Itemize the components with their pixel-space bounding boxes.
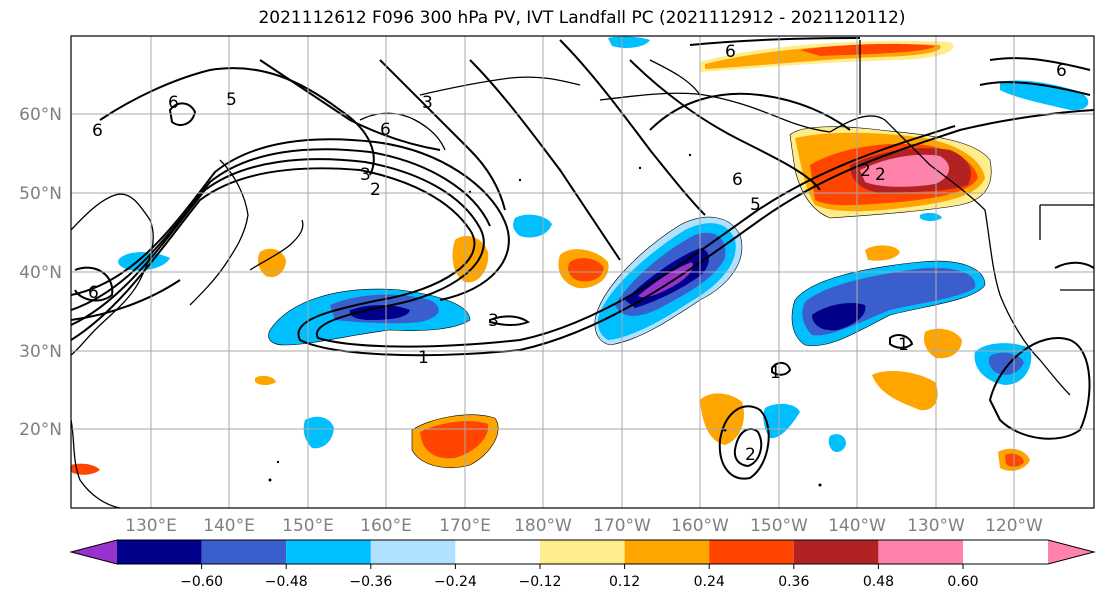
lat-label: 30°N <box>19 342 62 362</box>
negative-anomaly-region <box>638 262 693 298</box>
lon-label: 160°E <box>360 516 412 536</box>
positive-anomaly-region <box>255 375 276 385</box>
colorbar-tick-label: 0.48 <box>863 574 894 590</box>
map-frame <box>70 35 1095 509</box>
lon-label: 140°W <box>828 516 886 536</box>
negative-anomaly-region <box>303 416 334 449</box>
contour-label: 1 <box>898 335 909 355</box>
colorbar-extend-high <box>1048 540 1094 564</box>
colorbar-segment <box>793 540 879 564</box>
contour-label: 6 <box>380 120 391 140</box>
lon-label: 150°E <box>282 516 334 536</box>
shaded-anomalies <box>71 36 1089 475</box>
lon-label: 140°E <box>203 516 255 536</box>
positive-anomaly-region <box>420 421 489 459</box>
map-content: 6 5 6 3 2 3 6 5 3 1 6 6 6 2 2 1 1 2 6 <box>71 36 1094 508</box>
positive-anomaly-region <box>71 463 100 475</box>
positive-anomaly-region <box>452 236 489 283</box>
colorbar-segment <box>117 540 202 564</box>
lat-label: 40°N <box>19 263 62 283</box>
colorbar-segment <box>370 540 456 564</box>
lon-label: 180°W <box>514 516 572 536</box>
colorbar-tick-label: 0.12 <box>609 574 640 590</box>
contour-label: 6 <box>725 42 736 62</box>
colorbar-outline <box>69 539 1096 565</box>
colorbar-tick-label: −0.60 <box>180 574 223 590</box>
contour-label: 2 <box>745 445 756 465</box>
contour-label: 2 <box>875 165 886 185</box>
negative-anomaly-region <box>349 305 410 320</box>
map-title: 2021112612 F096 300 hPa PV, IVT Landfall… <box>258 8 906 28</box>
lon-label: 120°W <box>985 516 1043 536</box>
colorbar: −0.60 −0.48 −0.36 −0.24 −0.12 0.12 0.24 … <box>69 539 1096 590</box>
colorbar-tick-label: −0.48 <box>265 574 308 590</box>
contour-label: 3 <box>422 93 433 113</box>
colorbar-segment <box>540 540 625 564</box>
gridlines <box>71 36 1094 508</box>
pv-contours <box>71 37 1094 480</box>
negative-anomaly-region <box>1000 80 1089 111</box>
positive-anomaly-region <box>865 245 900 261</box>
contour-label: 3 <box>360 165 371 185</box>
contour-label: 1 <box>418 348 429 368</box>
colorbar-tick-label: −0.24 <box>434 574 477 590</box>
colorbar-tick-label: 0.36 <box>778 574 809 590</box>
positive-anomaly-region <box>568 258 604 282</box>
positive-anomaly-region <box>800 43 935 56</box>
contour-label: 5 <box>750 195 761 215</box>
negative-anomaly-region <box>608 36 650 48</box>
lat-label: 20°N <box>19 420 62 440</box>
positive-anomaly-region <box>258 248 286 278</box>
longitude-labels: 130°E 140°E 150°E 160°E 170°E 180°W 170°… <box>125 516 1043 536</box>
lon-label: 130°W <box>907 516 965 536</box>
colorbar-extend-low <box>71 540 117 564</box>
lat-label: 60°N <box>19 105 62 125</box>
colorbar-ticks <box>201 564 964 569</box>
lon-label: 150°W <box>750 516 808 536</box>
negative-anomaly-region <box>513 214 552 238</box>
colorbar-segment <box>624 540 710 564</box>
positive-anomaly-region <box>872 370 938 411</box>
positive-anomaly-region <box>860 154 950 187</box>
contour-label: 2 <box>860 161 871 181</box>
colorbar-tick-label: 0.60 <box>947 574 978 590</box>
lon-label: 170°W <box>593 516 651 536</box>
positive-anomaly-region <box>700 393 745 445</box>
negative-anomaly-region <box>763 403 800 439</box>
lon-label: 170°E <box>439 516 491 536</box>
contour-label: 1 <box>770 363 781 383</box>
colorbar-tick-label: −0.12 <box>519 574 562 590</box>
colorbar-segment <box>286 540 371 564</box>
colorbar-segment <box>878 540 963 564</box>
colorbar-tick-label: −0.36 <box>349 574 392 590</box>
lat-label: 50°N <box>19 184 62 204</box>
colorbar-tick-label: 0.24 <box>694 574 725 590</box>
contour-labels: 6 5 6 3 2 3 6 5 3 1 6 6 6 2 2 1 1 2 6 <box>88 42 1067 465</box>
contour-label: 3 <box>488 311 499 331</box>
latitude-labels: 60°N 50°N 40°N 30°N 20°N <box>19 105 62 440</box>
contour-label: 6 <box>1056 61 1067 81</box>
contour-label: 6 <box>168 93 179 113</box>
contour-label: 6 <box>92 121 103 141</box>
colorbar-segment <box>455 540 540 564</box>
lon-label: 160°W <box>671 516 729 536</box>
shading-outlines <box>268 126 992 468</box>
contour-label: 6 <box>88 283 99 303</box>
contour-label: 5 <box>226 90 237 110</box>
contour-label: 6 <box>732 170 743 190</box>
colorbar-segment <box>201 540 287 564</box>
negative-anomaly-region <box>828 434 846 452</box>
colorbar-segment <box>709 540 794 564</box>
negative-anomaly-region <box>812 303 866 331</box>
contour-label: 2 <box>370 180 381 200</box>
lon-label: 130°E <box>125 516 177 536</box>
